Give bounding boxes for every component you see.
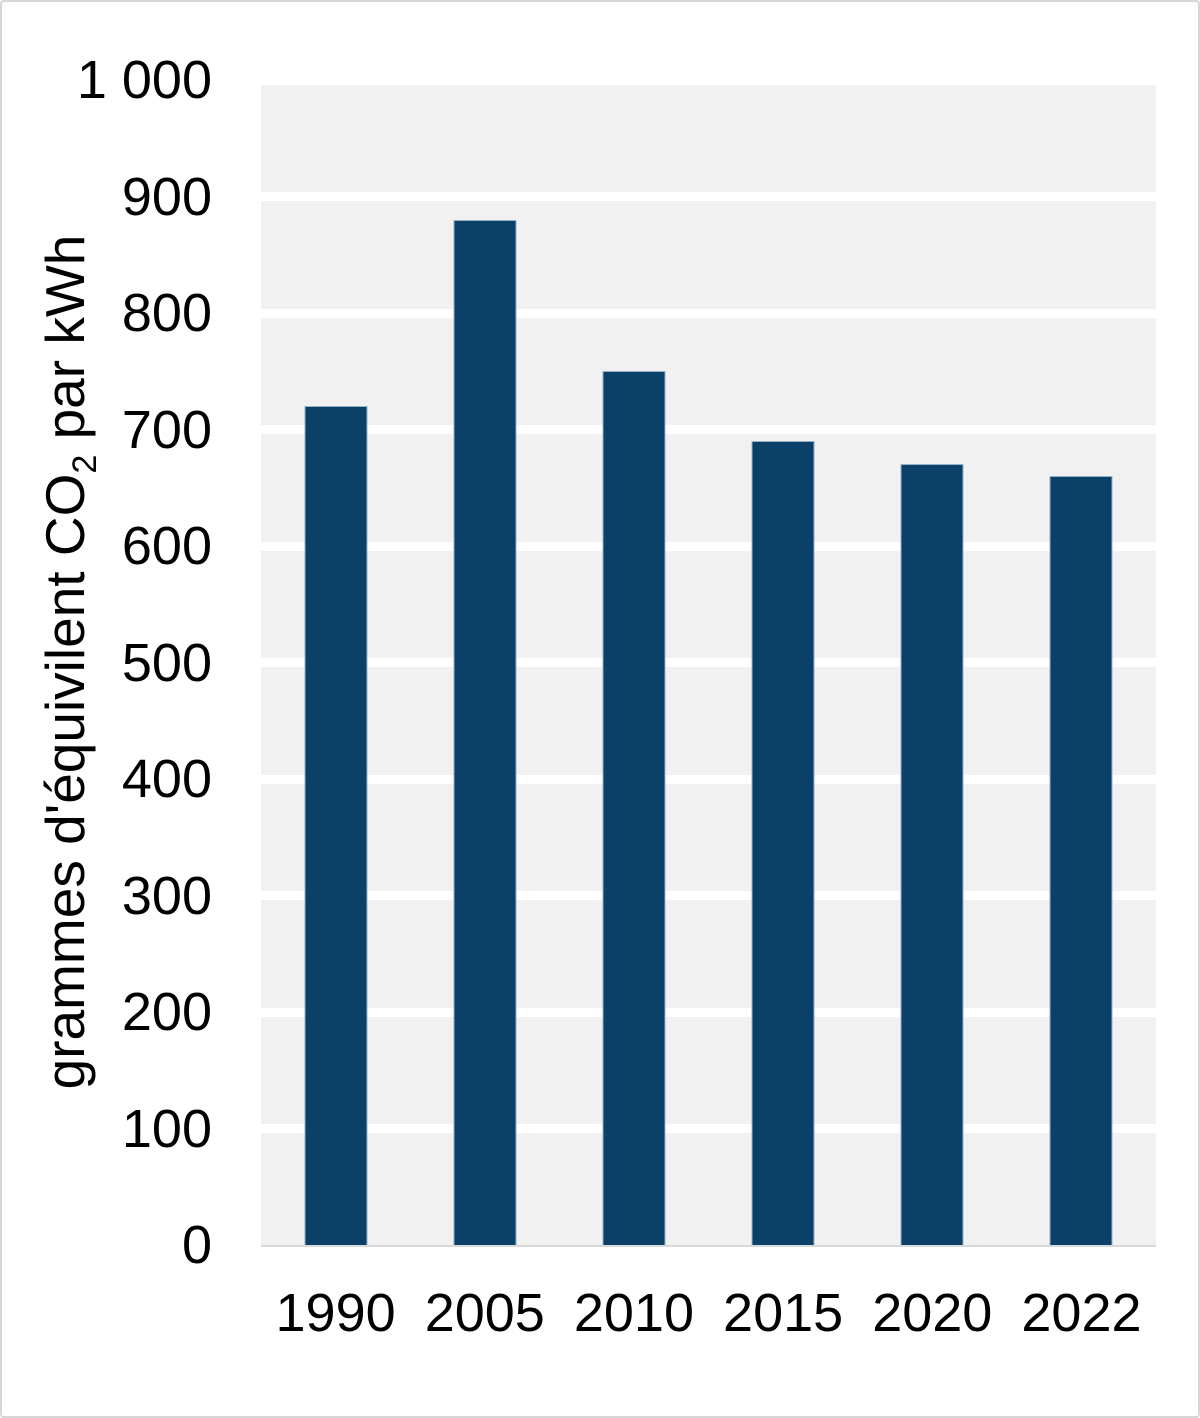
grid-band xyxy=(261,84,1156,192)
y-tick-label: 500 xyxy=(121,632,212,693)
x-tick-label: 2010 xyxy=(573,1283,694,1343)
x-tick-label: 1990 xyxy=(275,1283,396,1343)
grid-band xyxy=(261,1133,1156,1245)
x-tick-label: 2015 xyxy=(723,1283,844,1343)
bar-2005 xyxy=(453,219,517,1245)
grid-band xyxy=(261,900,1156,1008)
bar-1990 xyxy=(304,406,368,1245)
y-tick-label: 1 000 xyxy=(76,50,212,110)
grid-band xyxy=(261,317,1156,425)
y-tick-label: 0 xyxy=(181,1215,212,1275)
bar-slot-2010 xyxy=(559,80,708,1245)
y-tick-label: 700 xyxy=(121,399,212,460)
y-tick-label: 200 xyxy=(121,982,212,1042)
grid-band xyxy=(261,667,1156,775)
bar-slot-2015 xyxy=(709,80,858,1245)
x-tick-label: 2022 xyxy=(1021,1283,1142,1343)
bars xyxy=(261,80,1156,1245)
x-tick-label: 2005 xyxy=(424,1283,545,1343)
y-tick-label: 100 xyxy=(121,1098,212,1159)
grid-band xyxy=(261,550,1156,658)
x-axis-ticks: 1990 2005 2010 2015 2020 2022 xyxy=(261,1260,1156,1340)
bar-2010 xyxy=(602,371,666,1245)
bar-slot-1990 xyxy=(261,80,410,1245)
grid-band xyxy=(261,1016,1156,1124)
bar-slot-2005 xyxy=(410,80,559,1245)
y-tick-label: 800 xyxy=(121,283,212,343)
y-tick-label: 400 xyxy=(121,749,212,809)
grid-band xyxy=(261,434,1156,542)
grid-band xyxy=(261,783,1156,891)
y-tick-label: 300 xyxy=(121,865,212,926)
bar-slot-2022 xyxy=(1007,80,1156,1245)
y-tick-label: 900 xyxy=(121,166,212,227)
bar-2022 xyxy=(1049,476,1113,1245)
grid-band xyxy=(261,201,1156,309)
x-tick-label: 2020 xyxy=(872,1283,993,1343)
bar-2015 xyxy=(751,441,815,1245)
bar-2020 xyxy=(900,464,964,1245)
y-axis-ticks: 1 000 900 800 700 600 500 400 300 200 100 0 xyxy=(2,53,212,1272)
y-tick-label: 600 xyxy=(121,516,212,576)
x-axis-line xyxy=(261,1245,1156,1247)
plot-area xyxy=(261,80,1156,1247)
bar-slot-2020 xyxy=(858,80,1007,1245)
